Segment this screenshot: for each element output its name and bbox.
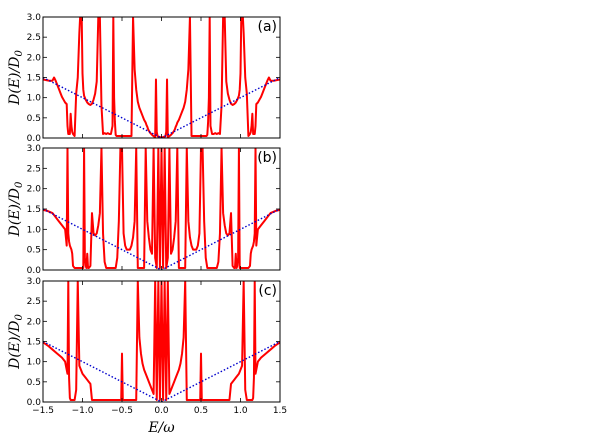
x-tick-label: −1.0 — [72, 406, 94, 416]
x-tick-label: 1.0 — [233, 406, 248, 416]
y-tick-label: 2.5 — [27, 164, 41, 174]
y-axis-label: D(E)/D0 — [7, 50, 25, 106]
y-tick-label: 0.0 — [27, 134, 42, 144]
y-tick-label: 1.0 — [27, 94, 42, 104]
x-tick-label: −0.5 — [111, 406, 133, 416]
y-axis-label: D(E)/D0 — [7, 181, 25, 237]
y-tick-label: 3.0 — [27, 13, 42, 23]
series-dos-line — [43, 148, 280, 269]
panel-label: (b) — [257, 150, 277, 166]
y-tick-label: 2.0 — [27, 185, 42, 195]
series-reference-line — [43, 340, 280, 402]
x-axis-label: E/ω — [147, 420, 175, 436]
y-tick-label: 0.5 — [27, 246, 41, 256]
y-tick-label: 3.0 — [27, 277, 42, 287]
y-tick-label: 2.5 — [27, 33, 41, 43]
y-tick-label: 0.0 — [27, 266, 42, 276]
y-tick-label: 3.0 — [27, 144, 42, 154]
y-tick-label: 1.5 — [27, 205, 41, 215]
y-tick-label: 1.5 — [27, 338, 41, 348]
series-reference-line — [43, 76, 280, 138]
x-tick-label: −1.5 — [32, 406, 54, 416]
x-tick-label: 0.5 — [194, 406, 208, 416]
y-tick-label: 2.0 — [27, 53, 42, 63]
y-tick-label: 2.0 — [27, 317, 42, 327]
y-tick-label: 0.0 — [27, 398, 42, 408]
series-dos-line — [43, 281, 280, 401]
x-tick-label: 1.5 — [273, 406, 287, 416]
panel-label: (c) — [258, 283, 277, 299]
y-tick-label: 1.0 — [27, 358, 42, 368]
series-dos-line — [43, 17, 280, 138]
y-axis-label: D(E)/D0 — [7, 314, 25, 370]
y-tick-label: 2.5 — [27, 297, 41, 307]
y-tick-label: 1.0 — [27, 225, 42, 235]
y-tick-label: 1.5 — [27, 74, 41, 84]
y-tick-label: 0.5 — [27, 378, 41, 388]
x-tick-label: 0.0 — [154, 406, 169, 416]
y-tick-label: 0.5 — [27, 114, 41, 124]
panel-label: (a) — [257, 19, 277, 35]
